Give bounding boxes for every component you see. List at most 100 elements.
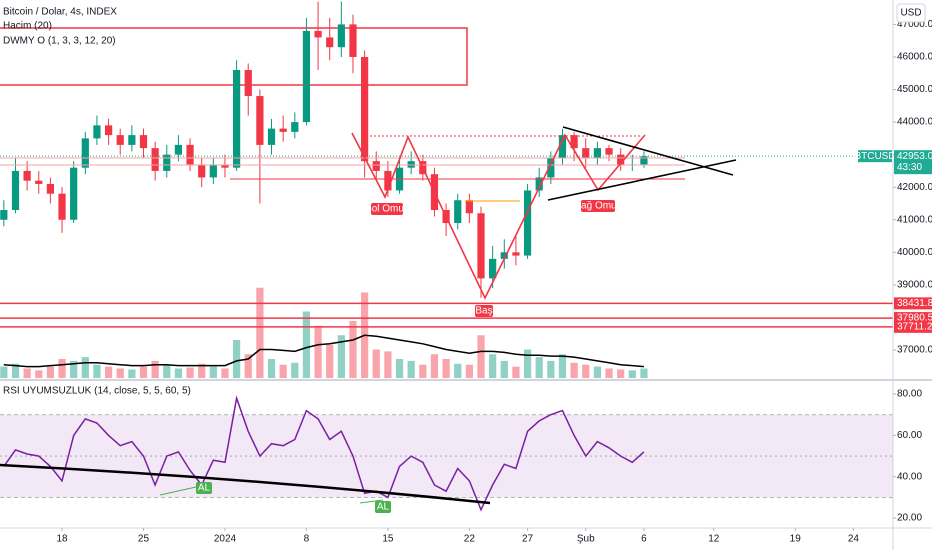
candle-body — [593, 148, 601, 158]
x-tick-label: 18 — [56, 534, 68, 545]
volume-bar — [151, 360, 159, 378]
candle-body — [35, 180, 43, 184]
volume-bar — [454, 363, 462, 378]
candle-body — [221, 164, 229, 168]
candle-body — [186, 144, 194, 165]
volume-bar — [547, 360, 555, 378]
x-tick-label: Şub — [577, 534, 595, 545]
rsi-tick-label: 80.00 — [897, 389, 922, 400]
volume-bar — [535, 357, 543, 378]
volume-bar — [640, 368, 648, 378]
volume-bar — [337, 335, 345, 378]
candle-body — [302, 30, 311, 123]
volume-bar — [267, 359, 276, 378]
candle-body — [58, 193, 66, 220]
volume-bar — [104, 366, 113, 378]
candle-body — [454, 200, 462, 224]
candle-body — [477, 213, 485, 279]
level-tag — [894, 320, 932, 333]
x-tick-label: 6 — [641, 534, 647, 545]
volume-bar — [570, 362, 578, 378]
volume-bar — [605, 368, 613, 378]
candle-body — [139, 135, 148, 149]
candle-body — [198, 164, 206, 178]
volume-bar — [0, 366, 8, 378]
candle-body — [558, 135, 567, 158]
volume-bar — [256, 287, 264, 378]
volume-bar — [279, 364, 287, 378]
volume-bar — [163, 364, 171, 378]
x-tick-label: 15 — [382, 534, 394, 545]
divergence-line — [359, 499, 384, 504]
volume-bar — [419, 364, 427, 378]
volume-bar — [174, 368, 183, 378]
x-tick-label: 19 — [790, 534, 802, 545]
candle-body — [209, 164, 217, 178]
currency-button[interactable] — [896, 3, 926, 23]
rsi-line — [3, 395, 645, 512]
x-tick-label: 12 — [708, 534, 720, 545]
volume-bar — [593, 366, 601, 378]
price-tag — [894, 150, 932, 175]
rsi-tick-label: 60.00 — [897, 430, 922, 441]
candle-body — [256, 96, 264, 145]
volume-bar — [523, 349, 532, 378]
zone-box — [0, 27, 468, 86]
candle-body — [23, 170, 31, 181]
candle-body — [547, 157, 555, 178]
x-tick-label: 25 — [138, 534, 150, 545]
y-tick-label: 41000.00 — [897, 214, 932, 225]
x-tick-label: 22 — [464, 534, 476, 545]
candle-body — [512, 252, 520, 256]
volume-bar — [244, 354, 252, 378]
candle-body — [267, 128, 276, 145]
volume-bar — [465, 364, 473, 378]
volume-bar — [477, 335, 485, 378]
y-tick-label: 46000.00 — [897, 52, 932, 63]
volume-bar — [116, 368, 124, 378]
volume-bar — [314, 325, 322, 378]
candle-body — [326, 37, 334, 48]
volume-bar — [139, 366, 148, 378]
candle-body — [349, 24, 357, 57]
candle-body — [151, 148, 159, 171]
volume-bar — [46, 366, 55, 378]
annotation-label: Sağ Omuz — [574, 201, 621, 212]
volume-bar — [186, 367, 194, 378]
annotation-badge — [375, 501, 391, 513]
candle-body — [46, 183, 55, 194]
annotation-label: AL — [198, 483, 211, 494]
rsi-tick-label: 20.00 — [897, 513, 922, 524]
indicator-label: DWMY O (1, 3, 3, 12, 20) — [3, 36, 116, 47]
symbol-tag — [858, 150, 892, 163]
volume-bar — [35, 370, 43, 378]
countdown-label: 43:30 — [897, 162, 922, 173]
volume-bar — [326, 344, 334, 378]
level-label: 38431.85 — [897, 298, 932, 309]
rsi-tick-label: 40.00 — [897, 471, 922, 482]
candle-body — [640, 156, 648, 165]
annotation-label: Sol Omuz — [365, 204, 409, 215]
candle-body — [384, 170, 392, 191]
volume-bar — [407, 360, 415, 378]
volume-bar — [221, 368, 229, 378]
annotation-label: Baş — [475, 306, 492, 317]
annotation-badge — [475, 305, 493, 317]
candle-body — [70, 167, 78, 220]
annotation-label: AL — [377, 502, 390, 513]
symbol-label: BTCUSD — [854, 151, 895, 162]
candle-body — [337, 24, 345, 48]
candle-body — [570, 135, 578, 149]
level-label: 37711.29 — [897, 321, 932, 332]
candle-body — [93, 125, 101, 139]
volume-bar — [11, 363, 20, 378]
y-tick-label: 42000.00 — [897, 182, 932, 193]
candle-body — [489, 258, 497, 279]
candle-body — [116, 135, 124, 145]
annotation-badge — [581, 200, 615, 212]
triangle-lower — [547, 159, 737, 201]
currency-label[interactable]: USD — [900, 8, 921, 19]
